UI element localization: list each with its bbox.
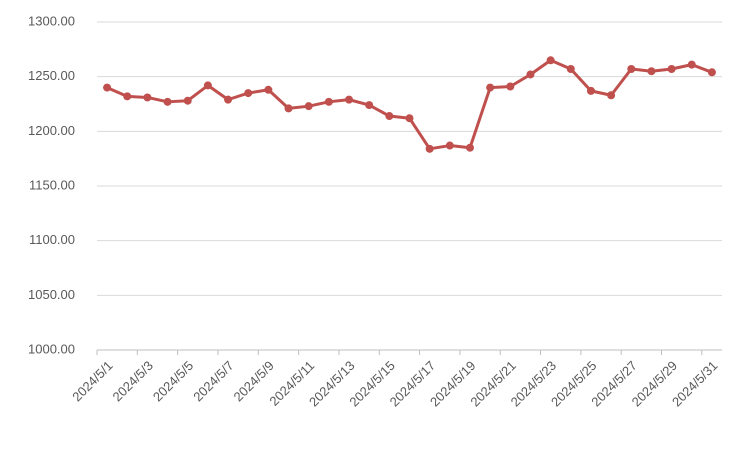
marker: [284, 104, 293, 113]
marker: [365, 101, 374, 110]
y-tick-label: 1150.00: [29, 177, 75, 192]
marker: [687, 60, 696, 69]
marker: [586, 86, 595, 95]
marker: [425, 144, 434, 153]
marker: [526, 70, 535, 79]
x-tick-label: 2024/5/3: [110, 358, 156, 404]
marker: [324, 97, 333, 106]
marker: [203, 81, 212, 90]
marker: [465, 143, 474, 152]
marker: [163, 97, 172, 106]
marker: [486, 83, 495, 92]
line: [106, 58, 713, 151]
marker: [345, 95, 354, 104]
marker: [143, 93, 152, 102]
marker: [506, 82, 515, 91]
marker: [304, 102, 313, 111]
marker: [224, 95, 233, 104]
marker: [183, 96, 192, 105]
x-tick-label: 2024/5/5: [150, 358, 196, 404]
marker: [405, 114, 414, 123]
marker: [627, 65, 636, 74]
y-tick-label: 1000.00: [28, 341, 75, 356]
marker: [546, 56, 555, 65]
x-tick-label: 2024/5/7: [190, 358, 236, 404]
y-tick-label: 1100.00: [29, 232, 75, 247]
x-tick-label: 2024/5/1: [69, 358, 115, 404]
marker: [647, 67, 656, 76]
marker: [385, 112, 394, 121]
marker: [607, 91, 616, 100]
y-tick-label: 1200.00: [28, 123, 75, 138]
marker: [264, 85, 273, 94]
marker: [445, 141, 454, 150]
marker: [123, 92, 132, 101]
y-tick-label: 1300.00: [28, 13, 75, 28]
marker: [707, 68, 716, 77]
marker: [566, 65, 575, 74]
marker: [103, 83, 112, 92]
y-tick-label: 1250.00: [28, 68, 75, 83]
y-tick-label: 1050.00: [28, 287, 75, 302]
marker: [244, 89, 253, 98]
marker: [667, 65, 676, 74]
